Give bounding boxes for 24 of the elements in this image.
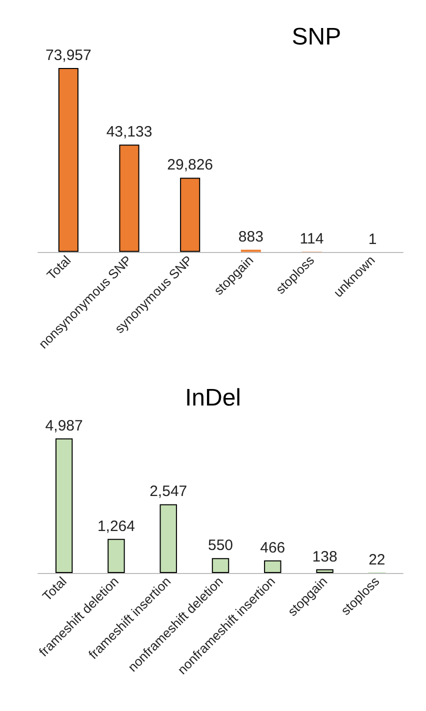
- data-label: 1: [368, 230, 377, 248]
- data-label: 29,826: [167, 156, 214, 174]
- data-label: 73,957: [45, 47, 92, 64]
- data-label: 22: [368, 551, 386, 568]
- bar: [316, 569, 334, 573]
- chart-title: SNP: [292, 24, 342, 50]
- data-label: 883: [238, 228, 264, 246]
- bar: [55, 438, 73, 573]
- data-label: 138: [312, 548, 338, 566]
- data-label: 466: [260, 539, 286, 556]
- data-label: 1,264: [97, 518, 135, 535]
- bar: [58, 68, 78, 252]
- data-label: 43,133: [106, 124, 152, 141]
- data-label: 114: [300, 230, 324, 248]
- data-label: 4,987: [45, 417, 83, 434]
- bar: [264, 560, 282, 573]
- bar: [212, 558, 230, 573]
- bar: [119, 144, 140, 252]
- bar: [160, 504, 177, 573]
- bar: [180, 178, 200, 252]
- chart-title: InDel: [184, 384, 242, 412]
- bar: [108, 538, 125, 573]
- data-label: 550: [208, 537, 234, 554]
- data-label: 2,547: [150, 483, 188, 500]
